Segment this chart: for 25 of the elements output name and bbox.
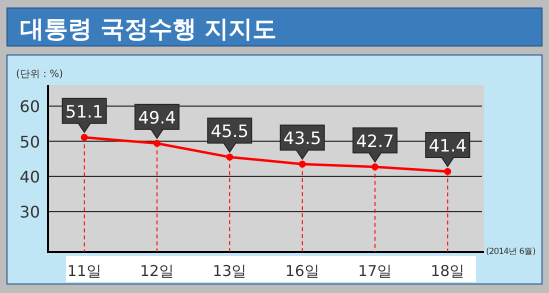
y-tick-label: 30	[20, 202, 40, 222]
text: (단위 : %)	[16, 69, 64, 80]
point	[444, 168, 452, 175]
x-tick-label: 16일	[285, 262, 320, 280]
text: (2014년 6월)	[486, 247, 536, 257]
y-tick-label: 40	[20, 167, 40, 186]
x-tick-label: 17일	[358, 262, 392, 280]
data-label: 43.5	[283, 129, 322, 150]
chart-title: 대통령 국정수행 지지도	[20, 15, 277, 43]
data-label: 41.4	[428, 136, 467, 156]
point	[298, 160, 306, 168]
point	[226, 154, 234, 161]
x-tick-label: 11일	[67, 262, 102, 280]
x-tick-label: 13일	[212, 262, 247, 280]
y-tick-label: 50	[20, 132, 40, 152]
point	[372, 163, 378, 170]
x-tick-label: 18일	[430, 262, 465, 280]
data-label: 42.7	[356, 132, 394, 152]
data-label: 51.1	[65, 102, 104, 122]
point	[80, 134, 88, 141]
y-tick-label: 60	[20, 97, 40, 116]
point	[154, 140, 160, 147]
x-tick-label: 12일	[140, 262, 174, 280]
data-label: 45.5	[210, 122, 249, 142]
data-label: 49.4	[138, 108, 176, 128]
